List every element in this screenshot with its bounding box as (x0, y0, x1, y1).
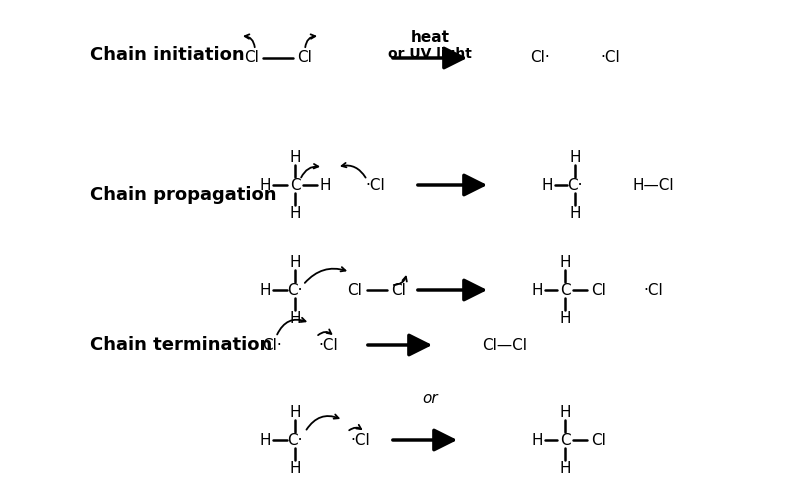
Text: H: H (558, 311, 570, 326)
Text: H: H (531, 282, 542, 297)
Text: H: H (558, 461, 570, 475)
Text: H: H (569, 206, 580, 221)
Text: ·Cl: ·Cl (599, 51, 619, 66)
Text: Cl·: Cl· (529, 51, 549, 66)
Text: H: H (289, 255, 301, 270)
Text: ·Cl: ·Cl (318, 337, 338, 352)
Text: C: C (290, 177, 300, 192)
Text: Cl: Cl (245, 51, 259, 66)
Text: H: H (569, 150, 580, 164)
Text: H—Cl: H—Cl (631, 177, 673, 192)
Text: Cl: Cl (347, 282, 362, 297)
Text: C·: C· (566, 177, 582, 192)
Text: Cl—Cl: Cl—Cl (482, 337, 527, 352)
Text: H: H (289, 404, 301, 419)
Text: C·: C· (287, 433, 302, 448)
Text: Chain propagation: Chain propagation (90, 186, 276, 204)
Text: H: H (289, 206, 301, 221)
Text: H: H (259, 282, 270, 297)
Text: or UV light: or UV light (387, 47, 472, 61)
Text: Chain termination: Chain termination (90, 336, 272, 354)
Text: H: H (289, 311, 301, 326)
Text: Cl: Cl (391, 282, 406, 297)
Text: H: H (541, 177, 552, 192)
Text: Chain initiation: Chain initiation (90, 46, 245, 64)
Text: H: H (319, 177, 330, 192)
Text: Cl: Cl (298, 51, 312, 66)
Text: C·: C· (287, 282, 302, 297)
Text: H: H (259, 433, 270, 448)
Text: Cl·: Cl· (261, 337, 282, 352)
Text: heat: heat (410, 31, 449, 46)
Text: C: C (559, 433, 569, 448)
Text: Cl: Cl (591, 282, 606, 297)
Text: H: H (289, 461, 301, 475)
Text: C: C (559, 282, 569, 297)
Text: H: H (259, 177, 270, 192)
Text: H: H (531, 433, 542, 448)
Text: or: or (422, 390, 437, 405)
Text: ·Cl: ·Cl (365, 177, 384, 192)
Text: H: H (289, 150, 301, 164)
Text: H: H (558, 255, 570, 270)
Text: ·Cl: ·Cl (642, 282, 662, 297)
Text: ·Cl: ·Cl (350, 433, 370, 448)
Text: H: H (558, 404, 570, 419)
Text: Cl: Cl (591, 433, 606, 448)
